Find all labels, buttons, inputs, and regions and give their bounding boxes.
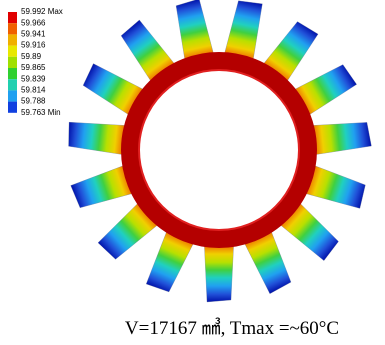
legend-label: 59.814 xyxy=(21,86,46,95)
legend-label: 59.763 Min xyxy=(21,108,61,117)
legend-label: 59.992 Max xyxy=(21,7,63,16)
legend-swatch xyxy=(8,46,17,57)
legend-swatch xyxy=(8,79,17,90)
legend-swatch xyxy=(8,90,17,101)
legend-swatch xyxy=(8,34,17,45)
legend-swatch xyxy=(8,12,17,23)
legend: 59.992 Max 59.966 59.941 59.916 59.89 59.865 5… xyxy=(8,7,63,117)
legend-swatch xyxy=(8,23,17,34)
contour-plot: 59.992 Max 59.966 59.941 59.916 59.89 59.865 5… xyxy=(0,0,385,345)
legend-swatch xyxy=(8,102,17,113)
page: 59.992 Max 59.966 59.941 59.916 59.89 59.865 5… xyxy=(0,0,385,345)
ring-inner-edge xyxy=(139,70,299,230)
fins xyxy=(66,0,371,302)
legend-label: 59.788 xyxy=(21,97,46,106)
legend-label: 59.865 xyxy=(21,63,46,72)
legend-swatch xyxy=(8,68,17,79)
legend-label: 59.916 xyxy=(21,41,46,50)
legend-label: 59.941 xyxy=(21,30,46,39)
caption: V=17167 ㎣, Tmax =~60°C xyxy=(125,317,339,339)
legend-label: 59.89 xyxy=(21,52,42,61)
ring xyxy=(130,61,308,239)
legend-label: 59.966 xyxy=(21,18,46,27)
legend-label: 59.839 xyxy=(21,74,46,83)
legend-swatch xyxy=(8,57,17,68)
